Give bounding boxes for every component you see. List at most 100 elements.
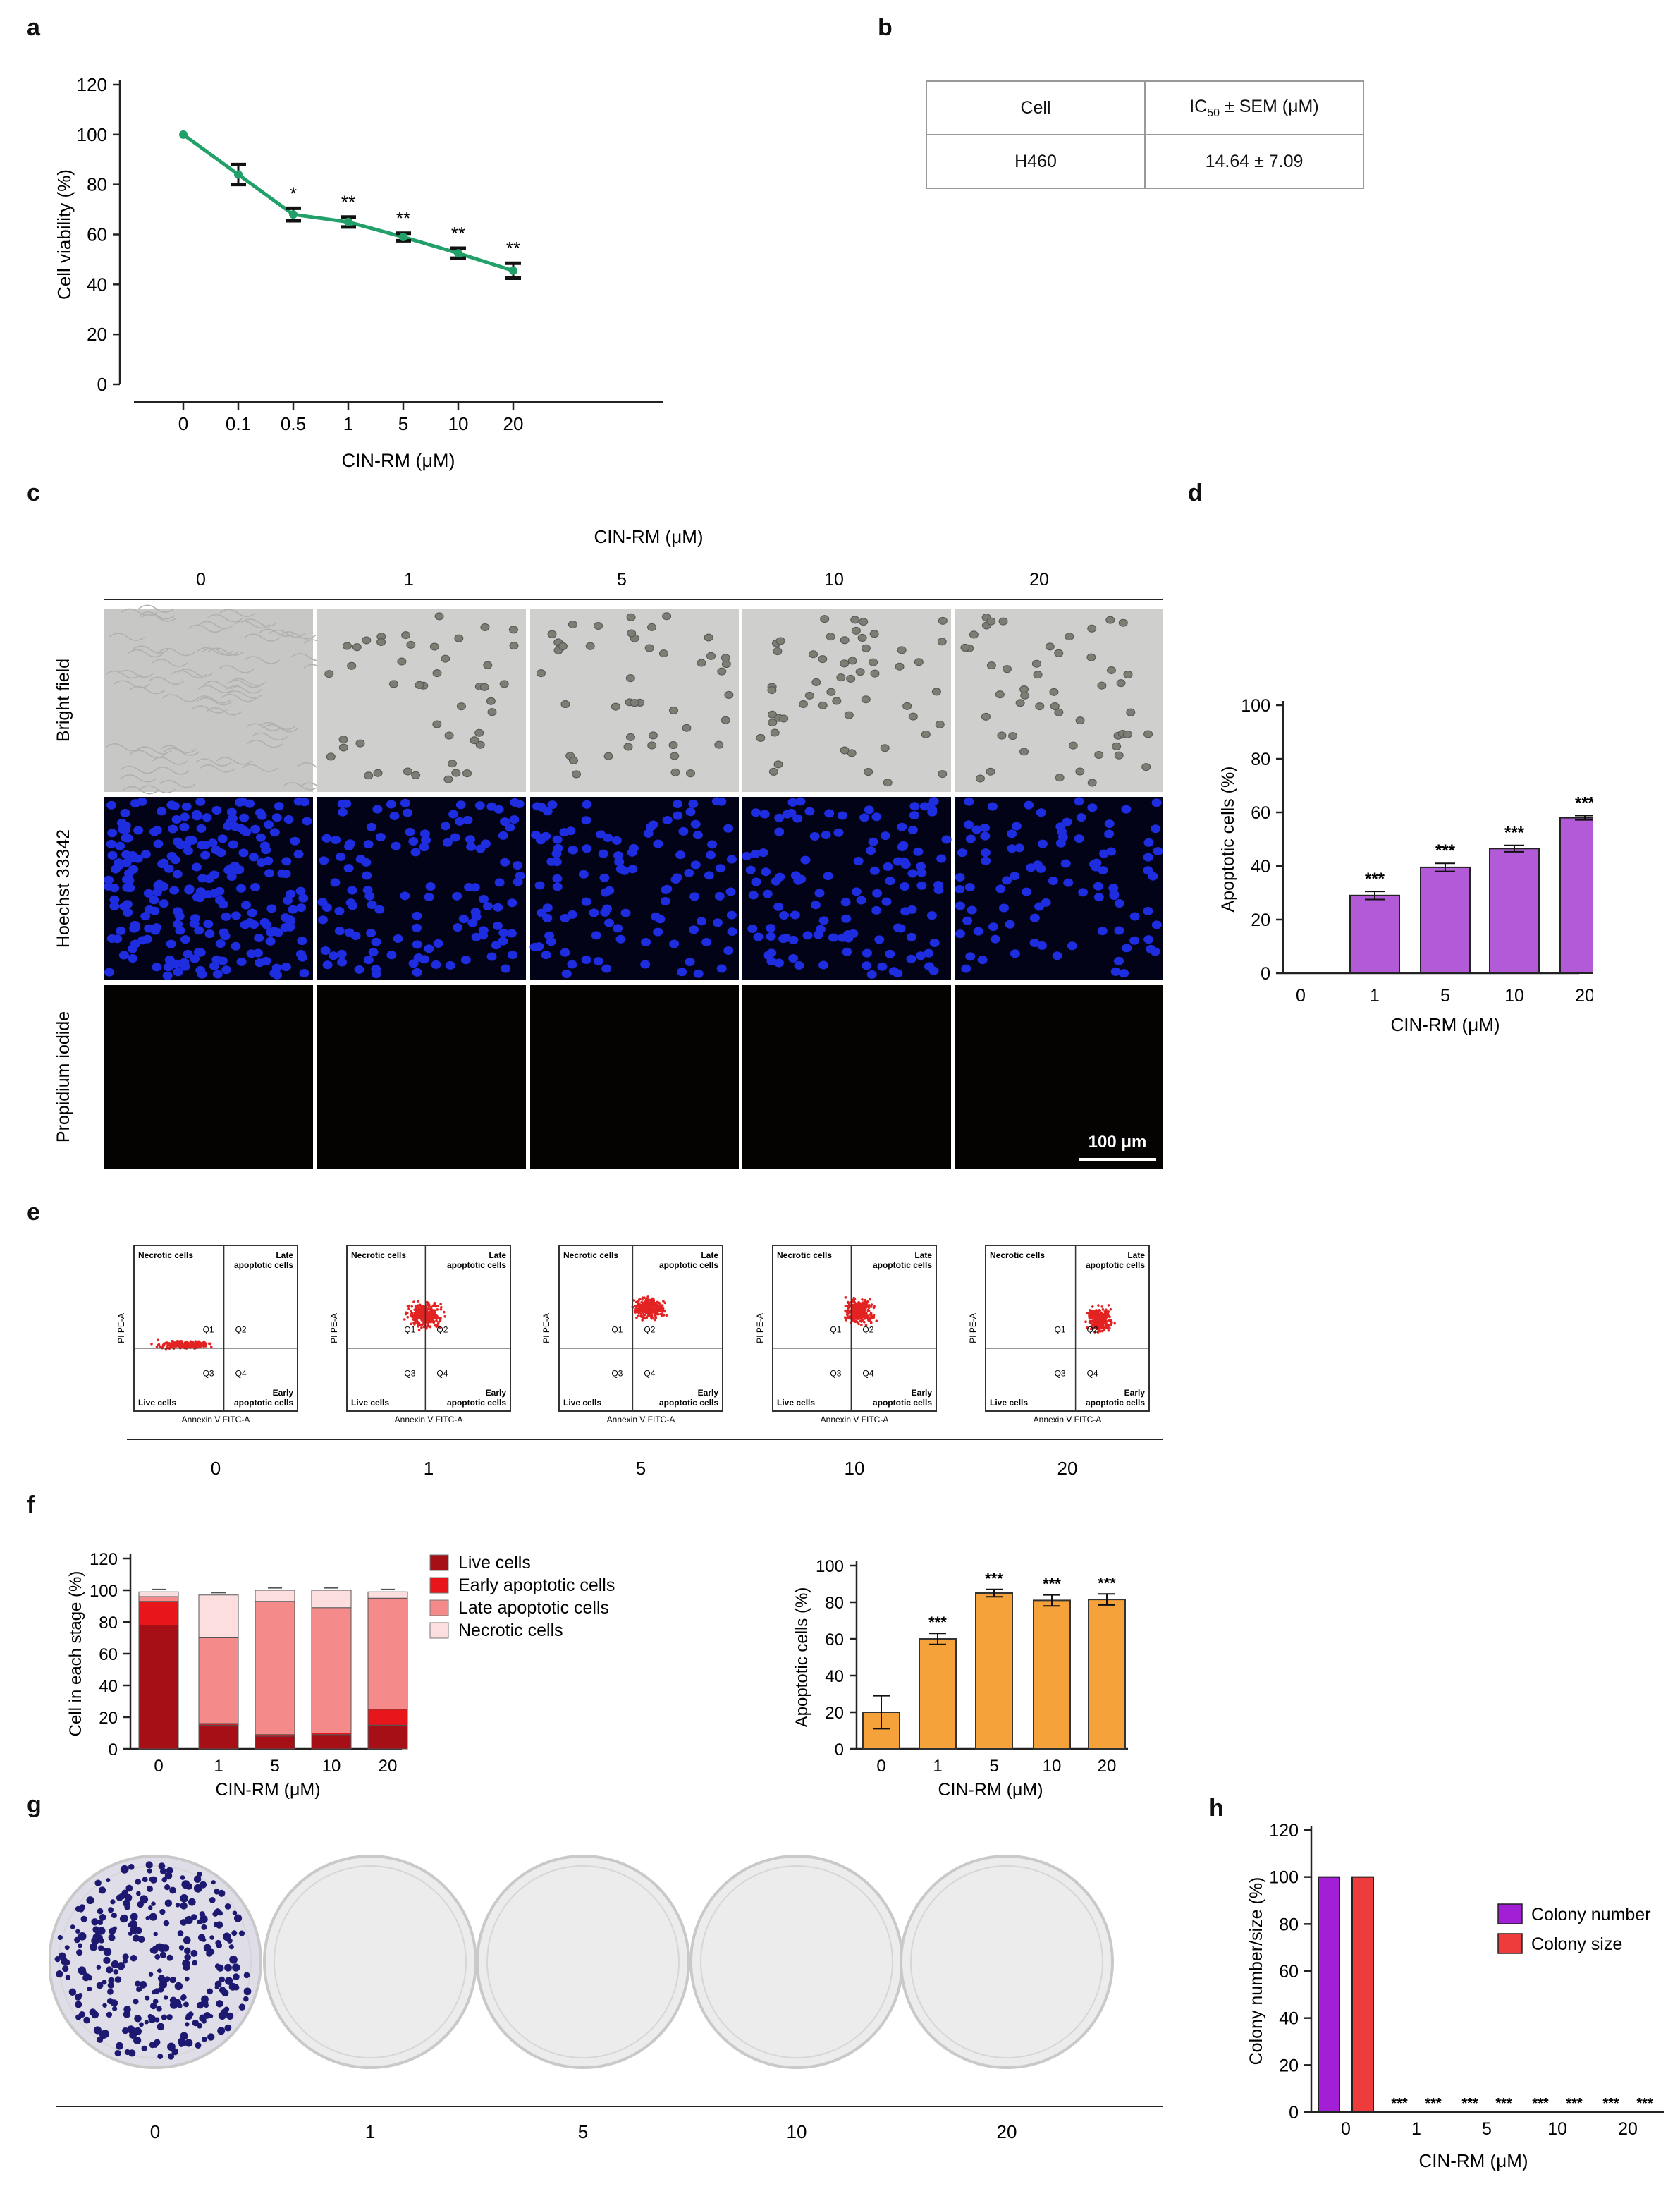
event-dot: [646, 1295, 649, 1298]
nucleus: [790, 910, 800, 920]
nucleus: [128, 953, 138, 963]
cell: [844, 711, 854, 719]
cell: [883, 779, 893, 787]
colony: [233, 1973, 240, 1981]
colony: [96, 1982, 104, 1989]
colony: [180, 1902, 188, 1910]
cell: [1055, 774, 1065, 782]
event-dot: [157, 1343, 160, 1347]
bright-field-image: [742, 609, 951, 792]
nucleus: [773, 902, 784, 911]
event-dot: [1091, 1305, 1094, 1308]
nucleus: [400, 798, 410, 807]
event-dot: [853, 1307, 856, 1310]
event-dot: [421, 1323, 424, 1326]
colony: [108, 1907, 114, 1913]
nucleus: [900, 907, 911, 916]
event-dot: [1103, 1317, 1107, 1320]
nucleus: [453, 923, 463, 932]
colony: [114, 2050, 121, 2057]
nucleus: [374, 905, 385, 914]
cell: [626, 613, 636, 621]
nucleus: [964, 797, 974, 806]
panel-letter-c: c: [27, 480, 40, 506]
cell: [1068, 741, 1078, 750]
bar: [1349, 894, 1400, 974]
event-dot: [416, 1309, 419, 1312]
colony: [232, 1910, 238, 1916]
event-dot: [427, 1303, 431, 1306]
event-dot: [649, 1307, 653, 1310]
colony: [183, 2001, 189, 2008]
event-dot: [864, 1314, 868, 1317]
nucleus: [766, 932, 776, 941]
cell: [558, 642, 568, 650]
colony: [135, 1980, 141, 1987]
event-dot: [162, 1343, 166, 1346]
cell: [470, 736, 479, 745]
cell: [811, 678, 821, 686]
data-point: [509, 266, 517, 275]
cell-outline: [197, 685, 234, 693]
event-dot: [861, 1303, 864, 1305]
event-dot: [870, 1303, 873, 1306]
nucleus: [742, 852, 752, 861]
cell-outline: [162, 694, 199, 702]
nucleus: [462, 815, 473, 824]
concentration-label: 20: [997, 2121, 1017, 2142]
colony: [116, 1962, 125, 1970]
event-dot: [433, 1301, 436, 1305]
event-dot: [415, 1309, 417, 1312]
cell: [509, 642, 519, 650]
x-tick-label: 10: [448, 413, 469, 434]
nucleus: [403, 808, 413, 817]
nucleus: [181, 802, 192, 811]
nucleus: [478, 895, 489, 904]
event-dot: [429, 1325, 432, 1329]
nucleus: [1087, 803, 1098, 812]
nucleus: [283, 815, 294, 824]
cell: [995, 690, 1005, 699]
event-dot: [204, 1342, 207, 1346]
nucleus: [534, 881, 545, 890]
nucleus: [121, 874, 132, 884]
nucleus: [995, 884, 1006, 893]
stacked-segment: [367, 1709, 408, 1726]
event-dot: [1100, 1324, 1104, 1327]
bright-field-image: [955, 609, 1163, 792]
bar: [1033, 1599, 1071, 1750]
y-tick-label: 120: [77, 74, 107, 95]
cell: [411, 771, 421, 779]
event-dot: [403, 1318, 406, 1321]
necrotic-label: Necrotic cells: [777, 1250, 832, 1260]
event-dot: [1098, 1309, 1101, 1312]
panel-letter-a: a: [27, 14, 40, 41]
event-dot: [422, 1311, 424, 1314]
cell: [840, 746, 850, 755]
nucleus: [781, 933, 792, 942]
quadrant-q4: Q4: [862, 1369, 873, 1379]
cell: [475, 740, 485, 749]
nucleus: [348, 901, 358, 910]
nucleus: [248, 853, 259, 862]
nucleus: [320, 946, 331, 956]
nucleus: [862, 961, 872, 970]
significance-label: ***: [1532, 2096, 1549, 2111]
colony: [128, 1864, 135, 1870]
event-dot: [1110, 1322, 1112, 1325]
nucleus: [877, 962, 888, 971]
late-label: Late: [276, 1250, 293, 1260]
colony: [62, 1965, 69, 1972]
early-label: apoptotic cells: [447, 1398, 506, 1408]
y-tick-label: 100: [816, 1557, 844, 1576]
nucleus: [319, 856, 329, 865]
nucleus: [1104, 819, 1115, 829]
nucleus: [928, 797, 939, 806]
nucleus: [792, 814, 803, 823]
nucleus: [176, 841, 186, 850]
nucleus: [375, 832, 386, 841]
nucleus: [598, 849, 608, 858]
nucleus: [231, 941, 241, 951]
colony: [80, 1915, 87, 1922]
nucleus: [466, 842, 477, 851]
